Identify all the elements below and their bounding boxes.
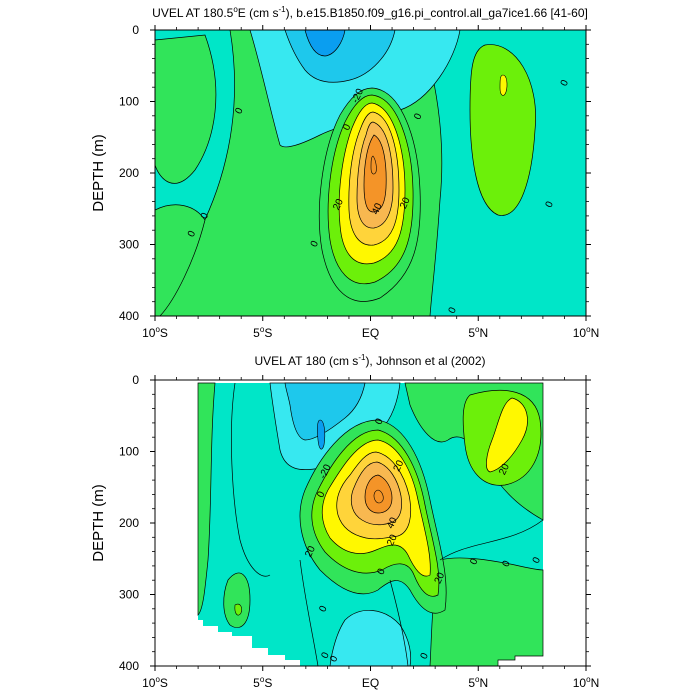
contour-label: 0 [419,651,432,661]
bottom-region-east-deep [429,557,544,666]
contour-label: 0 [186,229,199,239]
contour-label: 0 [320,650,333,660]
x-tick-label: 5oS [253,675,272,690]
contour-label: 0 [544,199,557,209]
x-tick-label: 10oS [142,675,168,690]
contour-label: 40 [385,515,400,530]
contour-label: 0 [309,239,322,249]
contour-label: 20 [433,571,448,586]
contour-label: 0 [559,78,572,88]
top-contour-fill [155,30,586,316]
contour-label: 0 [531,555,544,565]
bottom-panel-title: UVEL AT 180 (cm s-1), Johnson et al (200… [254,353,485,368]
x-tick-label: 10oN [573,325,599,340]
contour-label: 0 [341,122,354,132]
bottom-contour-fill [197,382,544,666]
x-tick-label: 5oS [253,325,272,340]
contour-label: 20 [385,533,400,548]
contour-label: 0 [501,559,514,569]
y-tick-label: 300 [119,588,139,602]
x-tick-label: EQ [362,326,379,340]
x-tick-label: 10oN [573,675,599,690]
top-panel-title: UVEL AT 180.5oE (cm s-1), b.e15.B1850.f0… [152,5,588,20]
y-tick-label: 400 [119,309,139,323]
bottom-region-east-yellow [486,397,528,473]
bottom-line-center-2 [389,579,409,666]
y-tick-label: 0 [132,373,139,387]
y-tick-label: 0 [132,23,139,37]
bottom-line-center [299,559,319,666]
contour-label: 20 [331,197,346,212]
contour-label: 0 [315,489,328,499]
y-tick-label: 300 [119,238,139,252]
top-region-east-yellow [499,74,508,96]
contour-label: 20 [398,195,413,210]
top-region-east-green [469,44,536,216]
top-ylabel: DEPTH (m) [90,134,107,212]
bottom-line-west-1 [231,382,271,577]
contour-label: 20 [497,462,512,477]
y-tick-label: 100 [119,445,139,459]
bottom-line-east-deep [439,519,544,561]
bottom-ylabel: DEPTH (m) [90,484,107,562]
bottom-region-negative-30 [317,419,326,450]
contour-label: 0 [233,106,246,116]
y-tick-label: 200 [119,516,139,530]
contour-label: 20 [303,544,318,559]
bottom-region-west-yellow [234,603,242,616]
contour-label: 0 [468,557,481,567]
contour-label: 0 [328,654,341,664]
bottom-region-negative-20 [284,382,366,441]
contour-label: 0 [199,211,212,221]
x-tick-label: 5oN [468,675,488,690]
y-tick-label: 400 [119,659,139,673]
contour-label: 0 [317,604,330,614]
top-region-negative-30 [304,30,346,57]
contour-label: 0 [376,567,389,577]
top-region-west-green-lower [155,204,206,316]
bottom-panel: UVEL AT 180 (cm s-1), Johnson et al (200… [90,353,599,690]
y-tick-label: 100 [119,95,139,109]
contour-label: 0 [447,305,460,315]
contour-label: 0 [373,416,386,426]
top-panel: UVEL AT 180.5oE (cm s-1), b.e15.B1850.f0… [90,5,599,340]
top-euc-60 [370,155,377,175]
bottom-region-deep-negative [329,609,412,666]
contour-label: 20 [392,458,407,473]
x-tick-label: EQ [362,676,379,690]
contour-label: 0 [412,111,425,121]
x-tick-label: 5oN [468,325,488,340]
x-tick-label: 10oS [142,325,168,340]
top-region-west-green [155,34,217,184]
bottom-euc-60 [373,489,384,504]
y-tick-label: 200 [119,166,139,180]
contour-label: 40 [370,201,385,216]
bottom-region-west-blob [223,572,251,628]
bottom-region-west-green [197,382,216,616]
